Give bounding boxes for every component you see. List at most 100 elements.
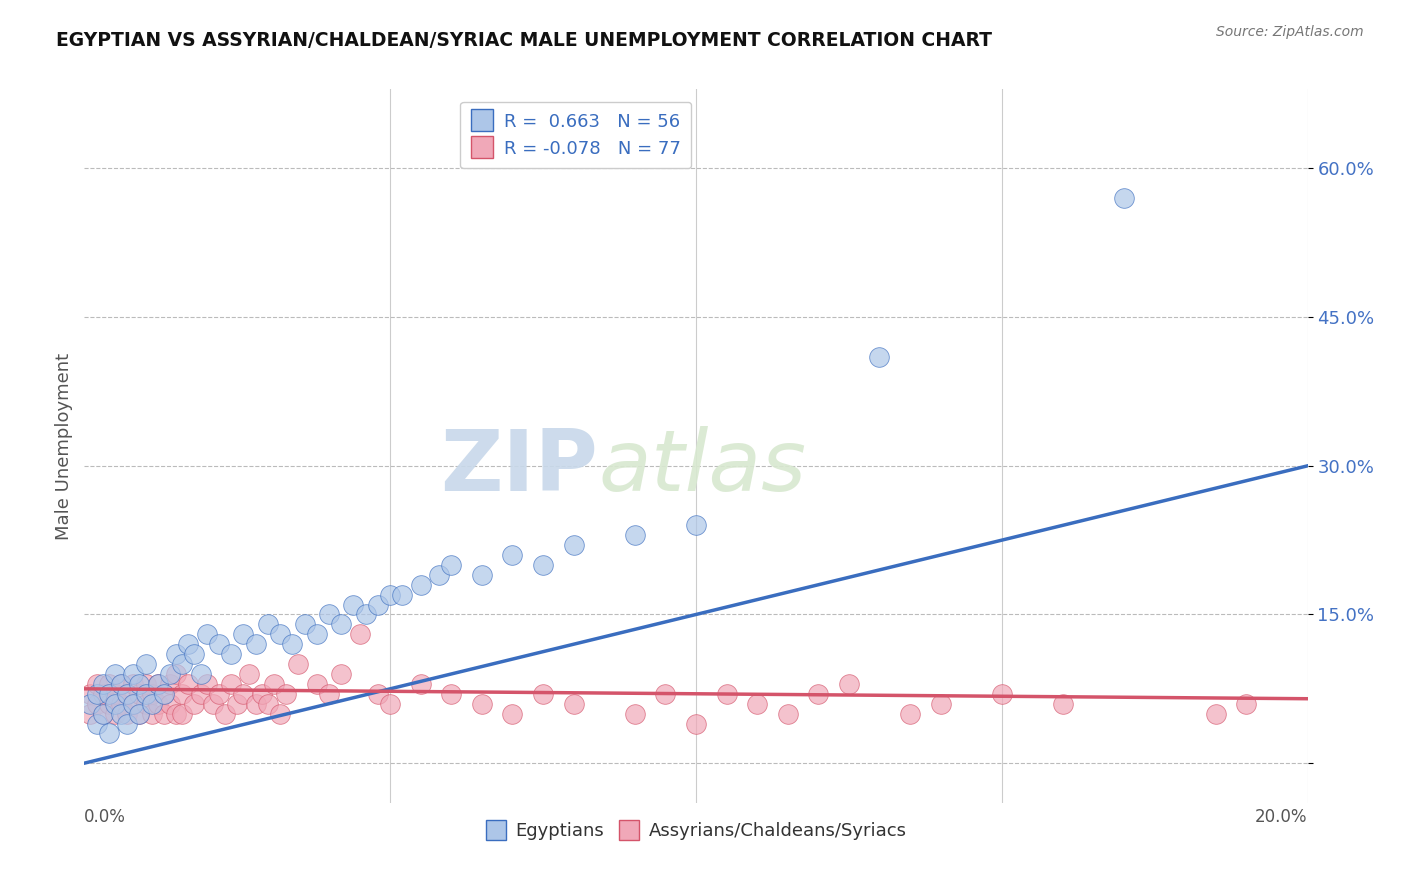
Point — [305, 627, 328, 641]
Point — [146, 697, 169, 711]
Text: 20.0%: 20.0% — [1256, 808, 1308, 826]
Point — [104, 706, 127, 721]
Point — [250, 687, 273, 701]
Point — [172, 657, 194, 671]
Point — [531, 687, 554, 701]
Point — [165, 647, 187, 661]
Point — [104, 697, 127, 711]
Point — [219, 677, 242, 691]
Point — [146, 677, 169, 691]
Text: EGYPTIAN VS ASSYRIAN/CHALDEAN/SYRIAC MALE UNEMPLOYMENT CORRELATION CHART: EGYPTIAN VS ASSYRIAN/CHALDEAN/SYRIAC MAL… — [56, 31, 993, 50]
Point — [807, 687, 830, 701]
Point — [135, 677, 157, 691]
Point — [471, 697, 494, 711]
Point — [269, 706, 291, 721]
Point — [195, 627, 218, 641]
Point — [128, 687, 150, 701]
Point — [318, 607, 340, 622]
Point — [898, 706, 921, 721]
Point — [232, 687, 254, 701]
Point — [219, 647, 242, 661]
Point — [245, 637, 267, 651]
Point — [195, 677, 218, 691]
Point — [269, 627, 291, 641]
Point — [624, 528, 647, 542]
Point — [110, 677, 132, 691]
Point — [115, 706, 138, 721]
Point — [257, 697, 280, 711]
Point — [562, 697, 585, 711]
Text: atlas: atlas — [598, 425, 806, 509]
Point — [128, 677, 150, 691]
Point — [263, 677, 285, 691]
Point — [91, 687, 114, 701]
Point — [141, 697, 163, 711]
Point — [232, 627, 254, 641]
Point — [440, 558, 463, 572]
Point — [1236, 697, 1258, 711]
Point — [226, 697, 249, 711]
Point — [115, 687, 138, 701]
Point — [281, 637, 304, 651]
Point — [991, 687, 1014, 701]
Point — [86, 687, 108, 701]
Point — [330, 667, 353, 681]
Point — [214, 706, 236, 721]
Point — [128, 706, 150, 721]
Point — [115, 687, 138, 701]
Point — [159, 677, 181, 691]
Point — [624, 706, 647, 721]
Legend: Egyptians, Assyrians/Chaldeans/Syriacs: Egyptians, Assyrians/Chaldeans/Syriacs — [478, 815, 914, 847]
Point — [409, 578, 432, 592]
Point — [97, 677, 120, 691]
Point — [135, 697, 157, 711]
Point — [287, 657, 309, 671]
Point — [1114, 191, 1136, 205]
Point — [238, 667, 260, 681]
Point — [177, 677, 200, 691]
Point — [367, 687, 389, 701]
Point — [380, 588, 402, 602]
Point — [929, 697, 952, 711]
Point — [562, 538, 585, 552]
Point — [716, 687, 738, 701]
Point — [427, 567, 450, 582]
Point — [183, 647, 205, 661]
Text: Source: ZipAtlas.com: Source: ZipAtlas.com — [1216, 25, 1364, 39]
Point — [141, 706, 163, 721]
Point — [409, 677, 432, 691]
Point — [135, 687, 157, 701]
Point — [380, 697, 402, 711]
Point — [104, 667, 127, 681]
Point — [685, 518, 707, 533]
Point — [153, 687, 176, 701]
Point — [318, 687, 340, 701]
Point — [110, 697, 132, 711]
Point — [91, 706, 114, 721]
Point — [128, 706, 150, 721]
Point — [502, 548, 524, 562]
Point — [115, 716, 138, 731]
Point — [172, 687, 194, 701]
Point — [104, 687, 127, 701]
Point — [342, 598, 364, 612]
Point — [86, 677, 108, 691]
Point — [97, 697, 120, 711]
Point — [165, 667, 187, 681]
Point — [208, 637, 231, 651]
Point — [159, 667, 181, 681]
Point — [86, 716, 108, 731]
Point — [747, 697, 769, 711]
Point — [183, 697, 205, 711]
Point — [86, 697, 108, 711]
Point — [201, 697, 224, 711]
Point — [367, 598, 389, 612]
Point — [391, 588, 413, 602]
Point — [349, 627, 371, 641]
Point — [165, 706, 187, 721]
Y-axis label: Male Unemployment: Male Unemployment — [55, 352, 73, 540]
Point — [440, 687, 463, 701]
Point — [79, 697, 101, 711]
Point — [654, 687, 676, 701]
Point — [177, 637, 200, 651]
